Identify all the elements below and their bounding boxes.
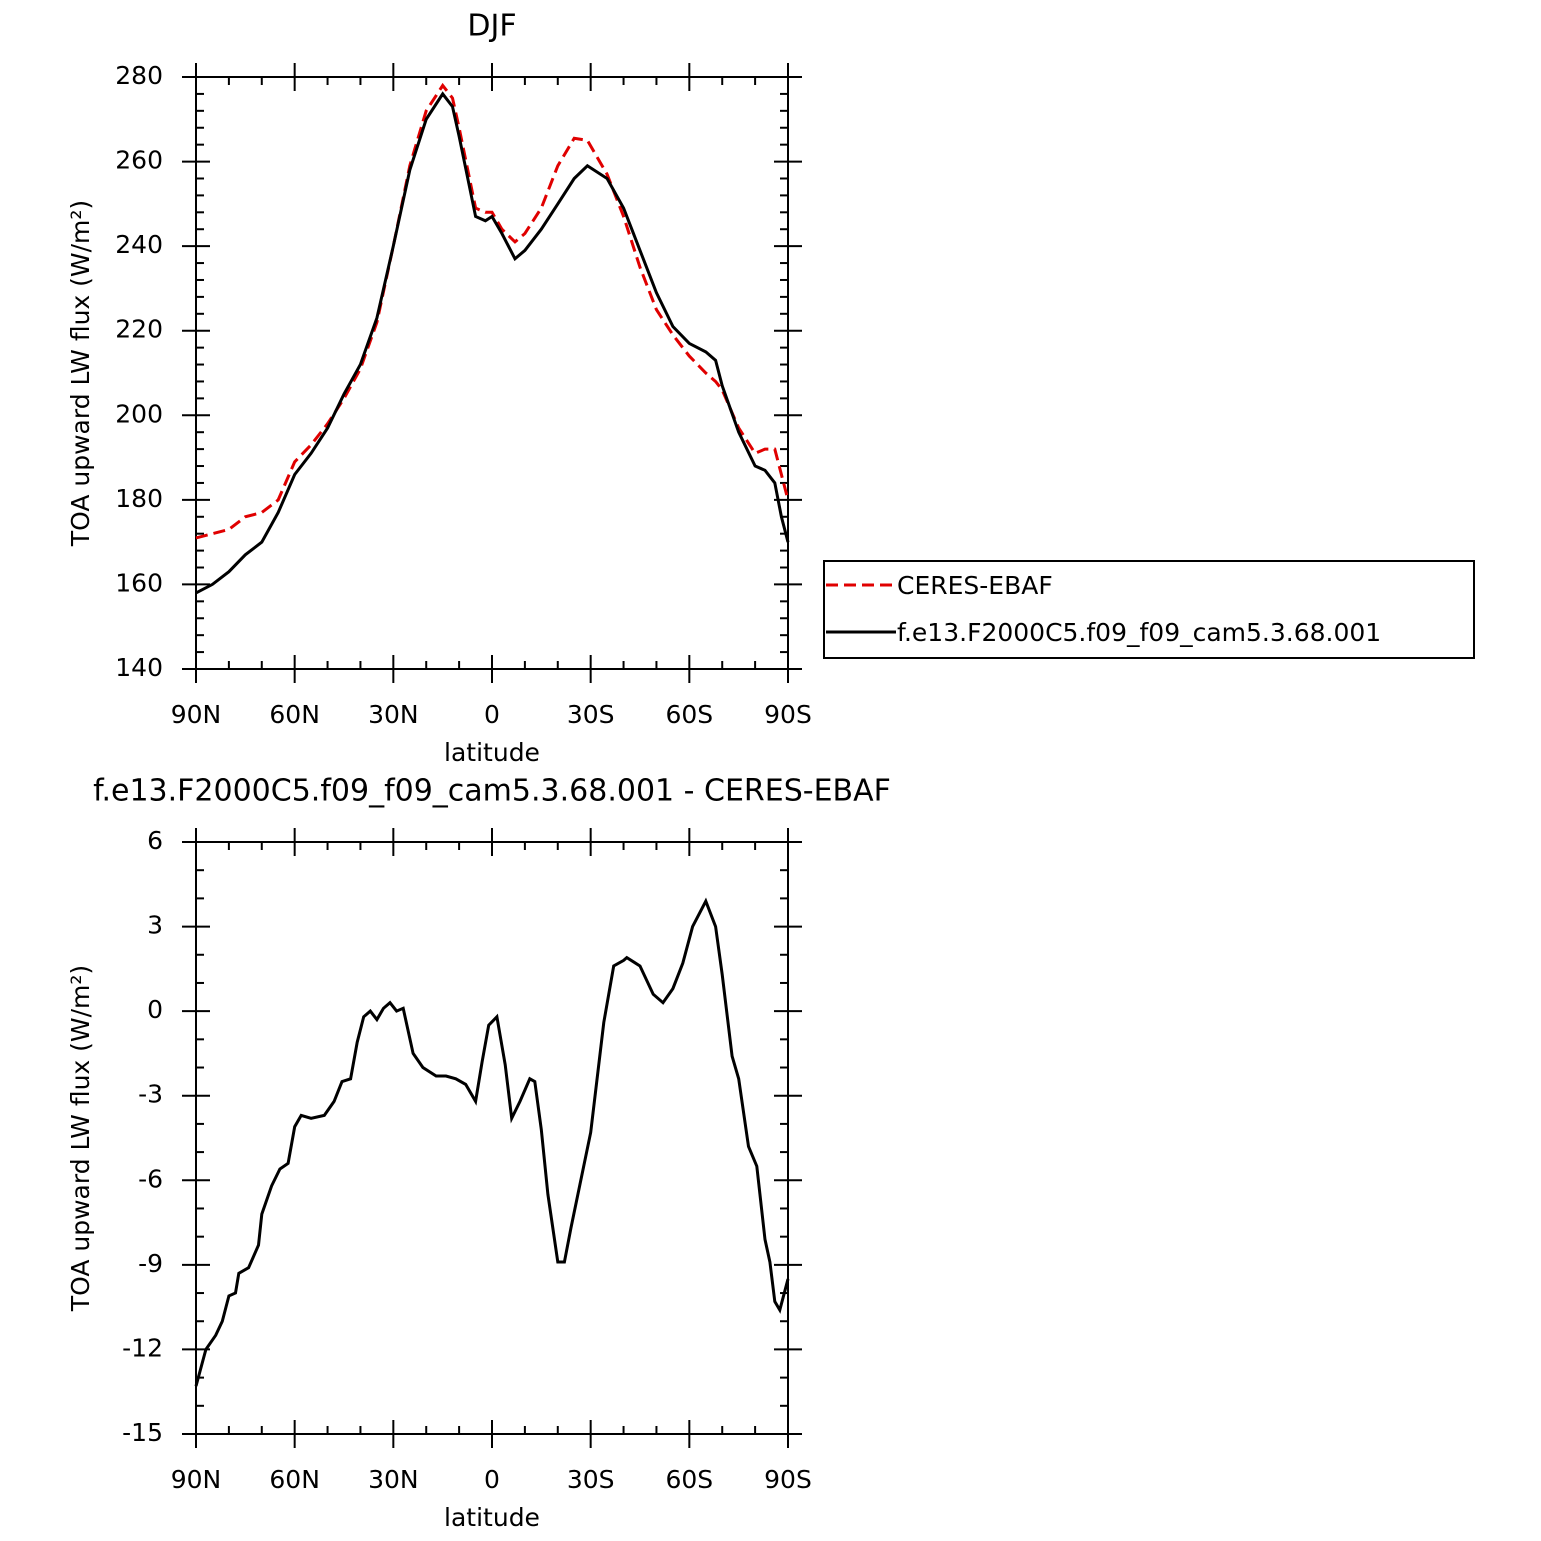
x-tick-label: 0 [484,1465,500,1494]
x-axis-label: latitude [444,738,540,767]
y-tick-label: -12 [122,1333,163,1362]
y-tick-label: 160 [115,568,163,597]
y-tick-label: -9 [138,1249,163,1278]
chart-title: DJF [467,9,516,44]
y-tick-label: 280 [115,61,163,90]
x-tick-label: 90N [171,1465,222,1494]
y-tick-label: 260 [115,146,163,175]
y-tick-label: 0 [147,995,163,1024]
x-tick-label: 30N [368,1465,419,1494]
series-line [194,897,790,1387]
y-tick-label: 140 [115,653,163,682]
y-tick-label: -3 [138,1080,163,1109]
y-axis-label: TOA upward LW flux (W/m²) [66,965,95,1312]
legend-label: f.e13.F2000C5.f09_f09_cam5.3.68.001 [897,618,1381,647]
y-tick-label: 240 [115,230,163,259]
x-tick-label: 90S [764,700,812,729]
x-tick-label: 60N [269,700,320,729]
plot-frame [195,841,789,1435]
legend-box [823,560,1475,659]
y-tick-label: 180 [115,484,163,513]
x-tick-label: 90S [764,1465,812,1494]
y-tick-label: 200 [115,399,163,428]
series-line [195,82,790,540]
y-axis-label: TOA upward LW flux (W/m²) [66,200,95,547]
series-line [195,91,790,595]
chart-title: f.e13.F2000C5.f09_f09_cam5.3.68.001 - CE… [93,774,891,809]
x-axis-label: latitude [444,1503,540,1532]
y-tick-label: -15 [122,1418,163,1447]
legend-label: CERES-EBAF [897,571,1053,600]
x-tick-label: 30S [567,700,615,729]
x-tick-label: 60N [269,1465,320,1494]
x-tick-label: 30S [567,1465,615,1494]
y-tick-label: 3 [147,911,163,940]
x-tick-label: 60S [665,700,713,729]
y-tick-label: -6 [138,1164,163,1193]
x-tick-label: 90N [171,700,222,729]
y-tick-label: 220 [115,315,163,344]
x-tick-label: 0 [484,700,500,729]
y-tick-label: 6 [147,826,163,855]
plot-frame [195,76,789,670]
x-tick-label: 30N [368,700,419,729]
x-tick-label: 60S [665,1465,713,1494]
